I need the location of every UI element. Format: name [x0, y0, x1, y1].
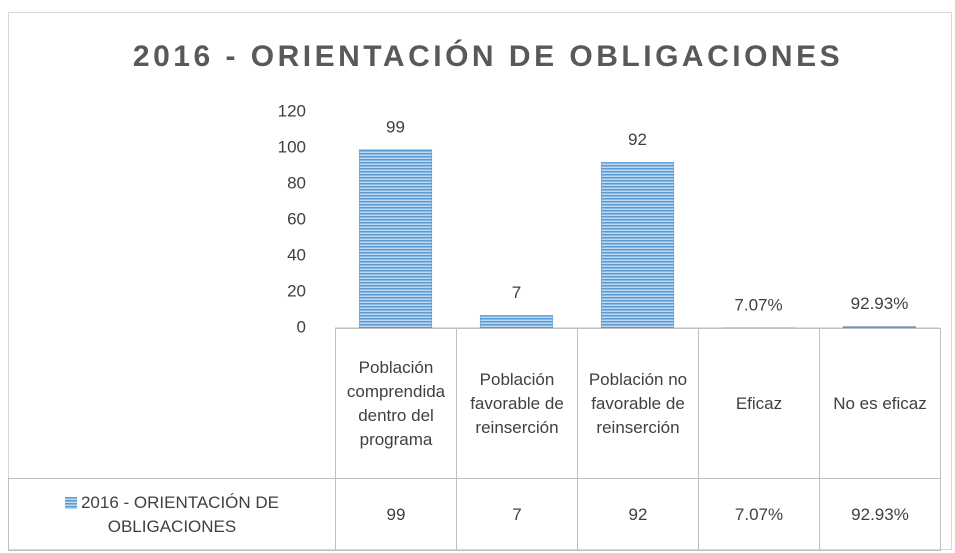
chart-title: 2016 - ORIENTACIÓN DE OBLIGACIONES	[133, 39, 843, 73]
category-cell: Población comprendida dentro del program…	[335, 328, 457, 479]
table-corner	[9, 329, 336, 479]
y-tick-label: 100	[278, 137, 306, 156]
data-label: 99	[386, 117, 405, 136]
table-value: 99	[335, 478, 457, 551]
table-value: 92	[577, 478, 699, 551]
table-header-row: Población comprendida dentro del program…	[9, 328, 941, 479]
legend-label: 2016 - ORIENTACIÓN DE OBLIGACIONES	[80, 492, 280, 536]
table-value: 92.93%	[819, 478, 941, 551]
bar	[358, 149, 433, 329]
y-tick-label: 120	[278, 101, 306, 120]
bar	[479, 315, 554, 329]
table-data-row: 2016 - ORIENTACIÓN DE OBLIGACIONES 99 7 92 7…	[8, 478, 941, 551]
legend-key	[64, 497, 77, 510]
category-cell: Eficaz	[698, 328, 820, 479]
y-tick-label: 40	[287, 245, 306, 264]
y-tick-label: 80	[287, 173, 306, 192]
table-value: 7	[456, 478, 578, 551]
data-label: 7.07%	[734, 295, 782, 314]
data-table: Población comprendida dentro del program…	[8, 328, 941, 551]
table-value: 7.07%	[698, 478, 820, 551]
category-cell: No es eficaz	[819, 328, 941, 479]
category-cell: Población no favorable de reinserción	[577, 328, 699, 479]
data-label: 7	[512, 283, 521, 302]
y-tick-label: 0	[297, 317, 306, 336]
category-cell: Población favorable de reinserción	[456, 328, 578, 479]
legend-cell: 2016 - ORIENTACIÓN DE OBLIGACIONES	[8, 478, 336, 551]
y-tick-label: 20	[287, 281, 306, 300]
data-label: 92.93%	[851, 294, 909, 313]
y-tick-label: 60	[287, 209, 306, 228]
bar	[600, 162, 675, 329]
data-label: 92	[628, 130, 647, 149]
